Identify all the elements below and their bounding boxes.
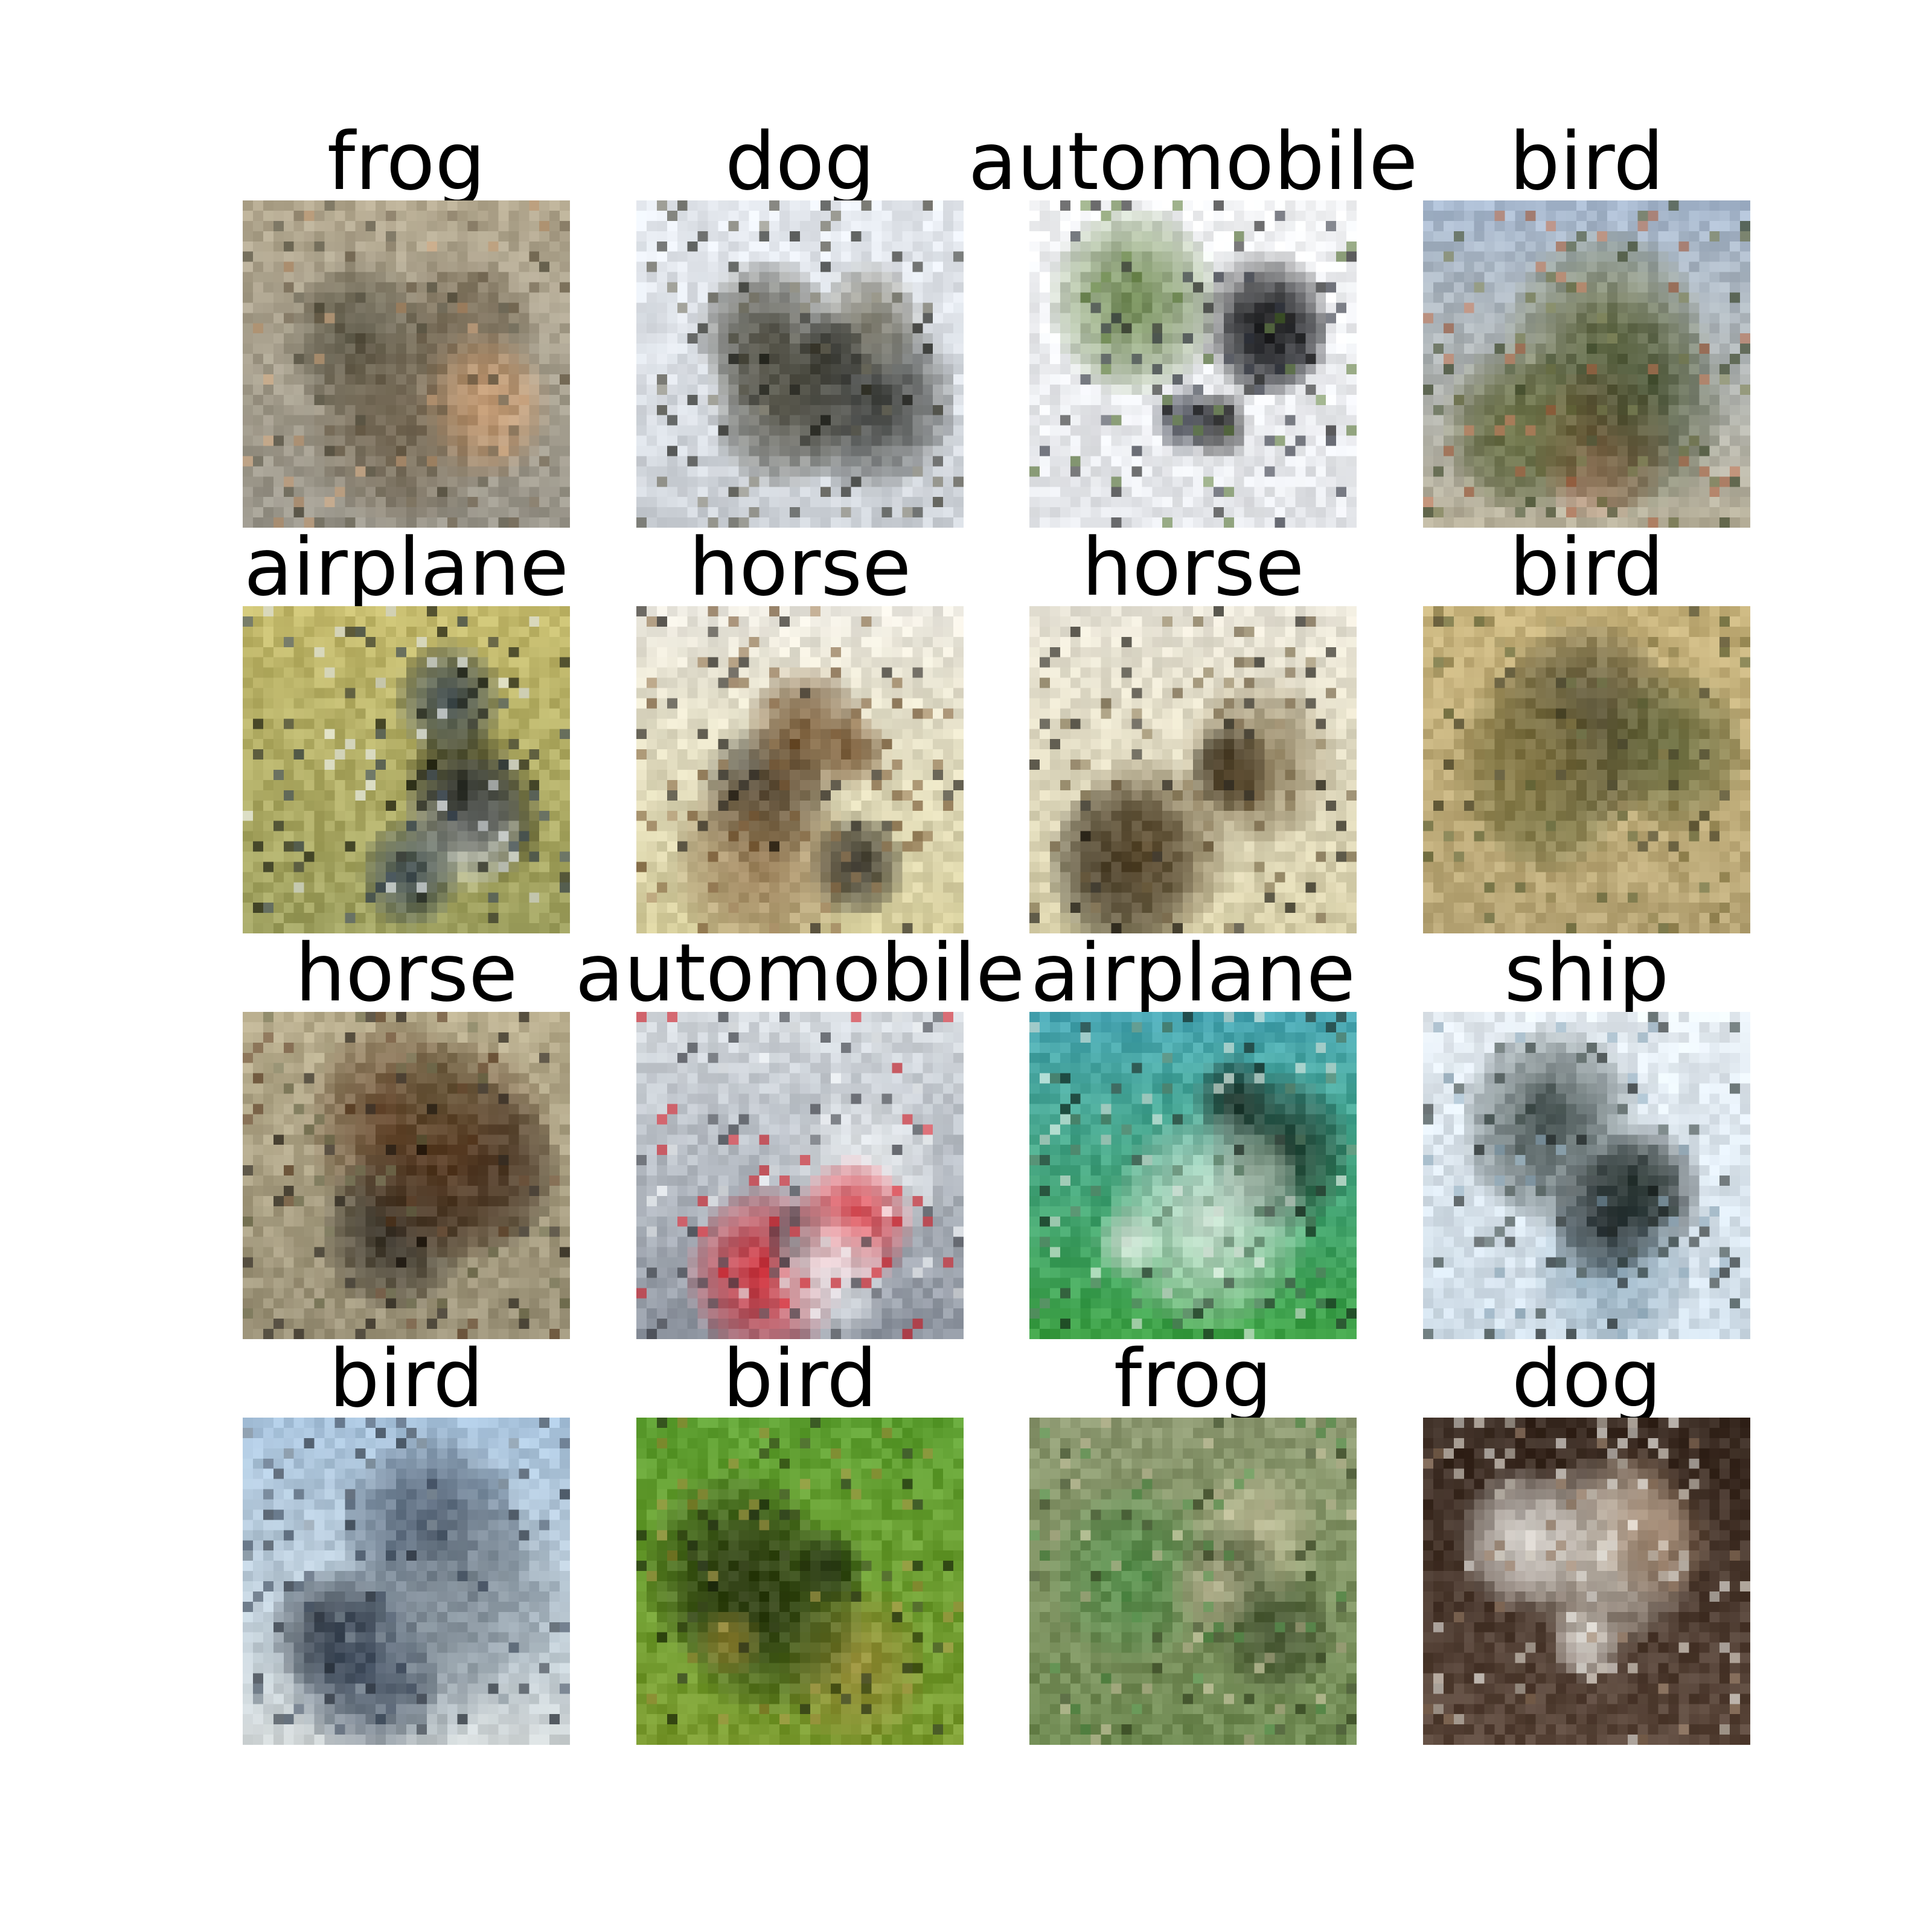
sample-image bbox=[1029, 1418, 1357, 1745]
sample-cell: bird bbox=[1423, 122, 1750, 528]
sample-image bbox=[1423, 1418, 1750, 1745]
sample-class-label: frog bbox=[1113, 1332, 1273, 1425]
sample-image bbox=[1423, 1012, 1750, 1339]
sample-class-label: bird bbox=[722, 1332, 878, 1425]
sample-cell: airplane bbox=[1029, 933, 1357, 1339]
sample-image bbox=[636, 1012, 964, 1339]
sample-class-label: horse bbox=[295, 927, 518, 1020]
sample-cell: horse bbox=[1029, 528, 1357, 933]
sample-image bbox=[243, 200, 570, 528]
sample-class-label: frog bbox=[327, 115, 486, 208]
sample-cell: ship bbox=[1423, 933, 1750, 1339]
sample-class-label: airplane bbox=[1030, 927, 1356, 1020]
sample-image bbox=[243, 606, 570, 933]
sample-image bbox=[1029, 1012, 1357, 1339]
sample-image bbox=[636, 200, 964, 528]
sample-cell: airplane bbox=[243, 528, 570, 933]
sample-class-label: dog bbox=[724, 115, 875, 208]
sample-class-label: ship bbox=[1504, 927, 1669, 1020]
sample-image bbox=[1029, 606, 1357, 933]
sample-cell: horse bbox=[636, 528, 964, 933]
sample-image bbox=[1423, 200, 1750, 528]
sample-cell: bird bbox=[636, 1339, 964, 1745]
sample-cell: frog bbox=[243, 122, 570, 528]
sample-cell: automobile bbox=[968, 122, 1418, 528]
sample-cell: dog bbox=[636, 122, 964, 528]
sample-class-label: automobile bbox=[575, 927, 1025, 1020]
sample-class-label: bird bbox=[1509, 521, 1665, 614]
sample-cell: bird bbox=[243, 1339, 570, 1745]
sample-image bbox=[243, 1012, 570, 1339]
sample-cell: automobile bbox=[575, 933, 1025, 1339]
sample-image bbox=[243, 1418, 570, 1745]
sample-class-label: automobile bbox=[968, 115, 1418, 208]
sample-image bbox=[1029, 200, 1357, 528]
sample-class-label: bird bbox=[328, 1332, 484, 1425]
sample-cell: horse bbox=[243, 933, 570, 1339]
sample-cell: bird bbox=[1423, 528, 1750, 933]
sample-class-label: horse bbox=[1081, 521, 1305, 614]
sample-image bbox=[1423, 606, 1750, 933]
sample-class-label: airplane bbox=[243, 521, 569, 614]
sample-class-label: bird bbox=[1509, 115, 1665, 208]
sample-class-label: horse bbox=[688, 521, 912, 614]
sample-image bbox=[636, 1418, 964, 1745]
sample-class-label: dog bbox=[1511, 1332, 1662, 1425]
sample-cell: frog bbox=[1029, 1339, 1357, 1745]
sample-cell: dog bbox=[1423, 1339, 1750, 1745]
sample-image bbox=[636, 606, 964, 933]
